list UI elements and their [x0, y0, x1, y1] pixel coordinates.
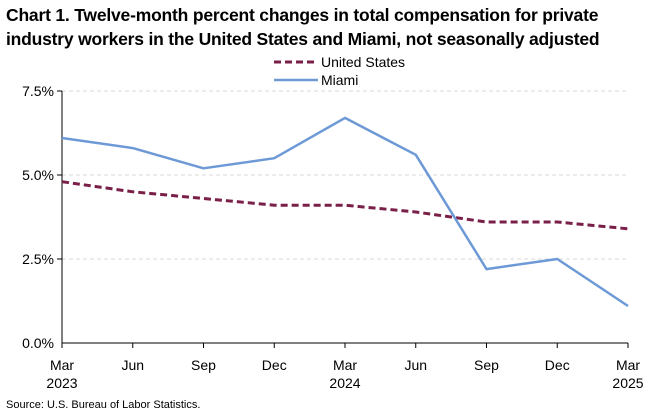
x-tick-year-label: 2023 [46, 375, 77, 391]
legend-label-united-states: United States [321, 54, 405, 70]
y-axis-ticks: 0.0% 2.5% 5.0% 7.5% [22, 83, 54, 351]
legend-label-miami: Miami [321, 72, 358, 88]
x-tick-label: Dec [545, 357, 570, 373]
x-tick-label: Dec [262, 357, 287, 373]
y-tick-label: 5.0% [22, 167, 54, 183]
series-lines [61, 116, 629, 308]
legend: United States Miami [274, 54, 405, 88]
axes [57, 90, 629, 348]
x-tick-label: Sep [191, 357, 216, 373]
chart-title: Chart 1. Twelve-month percent changes in… [6, 5, 600, 49]
x-tick-label: Jun [404, 357, 427, 373]
x-tick-label: Mar [333, 357, 357, 373]
x-tick-year-label: 2025 [612, 375, 643, 391]
x-tick-year-label: 2024 [329, 375, 360, 391]
series-line-miami [61, 116, 629, 308]
x-tick-label: Sep [474, 357, 499, 373]
x-tick-label: Jun [121, 357, 144, 373]
y-tick-label: 0.0% [22, 335, 54, 351]
x-tick-label: Mar [616, 357, 640, 373]
series-line-united-states [61, 180, 629, 231]
y-tick-label: 2.5% [22, 251, 54, 267]
x-tick-label: Mar [50, 357, 74, 373]
gridlines [62, 90, 628, 260]
x-axis-ticks: Mar 2023 Jun Sep Dec Mar 2024 Jun Sep Dec Mar 2025 [46, 357, 643, 391]
y-tick-label: 7.5% [22, 83, 54, 99]
source-note: Source: U.S. Bureau of Labor Statistics. [6, 399, 201, 411]
